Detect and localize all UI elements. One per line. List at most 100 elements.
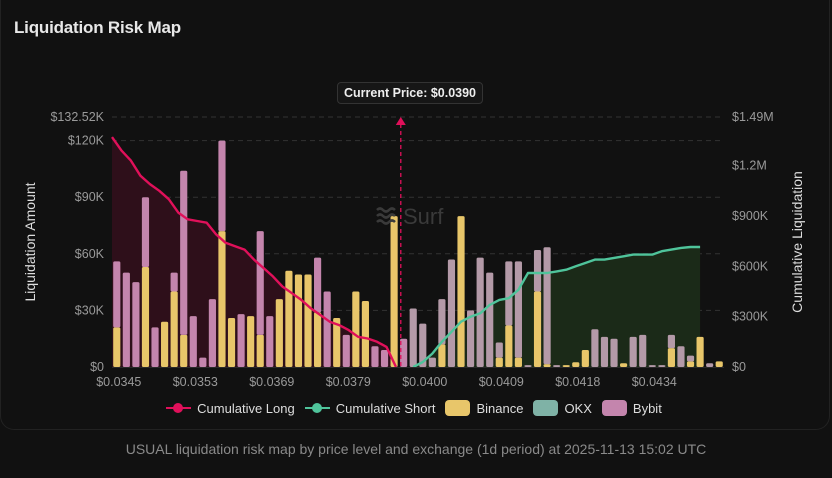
cumulative-area [413, 247, 701, 367]
bar-binance[interactable] [361, 300, 369, 367]
bar-bybit[interactable] [686, 355, 695, 362]
bar-bybit[interactable] [342, 334, 350, 367]
bars [113, 140, 723, 367]
bar-bybit[interactable] [189, 316, 197, 367]
bar-binance[interactable] [562, 365, 570, 367]
current-price-marker [395, 117, 406, 367]
bar-bybit[interactable] [266, 316, 274, 367]
bar-binance[interactable] [505, 325, 513, 367]
bar-bybit[interactable] [122, 272, 130, 367]
bar-binance[interactable] [275, 299, 283, 367]
legend: Cumulative Long Cumulative Short Binance OK… [0, 400, 832, 416]
bar-binance[interactable] [227, 317, 236, 367]
bar-binance[interactable] [247, 316, 255, 367]
bar-bybit[interactable] [706, 363, 714, 367]
bar-binance[interactable] [457, 216, 465, 367]
bar-bybit[interactable] [438, 299, 446, 345]
long-line-icon [166, 400, 192, 416]
bar-bybit[interactable] [170, 272, 178, 292]
bar-binance[interactable] [715, 361, 723, 367]
bar-bybit[interactable] [495, 342, 503, 358]
bar-binance[interactable] [620, 363, 628, 367]
x-tick-label: $0.0409 [479, 375, 524, 389]
legend-item-binance[interactable]: Binance [445, 400, 523, 416]
bar-binance[interactable] [696, 336, 704, 367]
bar-bybit[interactable] [428, 357, 436, 367]
bar-bybit[interactable] [180, 170, 188, 335]
bar-bybit[interactable] [658, 365, 666, 367]
bar-binance[interactable] [314, 312, 322, 367]
bar-binance[interactable] [294, 274, 303, 367]
bar-binance[interactable] [572, 362, 580, 367]
bar-bybit[interactable] [199, 357, 207, 367]
bar-binance[interactable] [495, 357, 503, 367]
bar-binance[interactable] [256, 334, 264, 367]
bar-bybit[interactable] [113, 261, 121, 328]
bar-binance[interactable] [141, 267, 150, 367]
bar-bybit[interactable] [218, 140, 226, 232]
bar-binance[interactable] [390, 216, 398, 367]
bar-binance[interactable] [514, 357, 522, 367]
bar-bybit[interactable] [237, 314, 245, 367]
watermark: Surf [376, 204, 444, 229]
bar-bybit[interactable] [467, 310, 475, 367]
bar-binance[interactable] [543, 364, 551, 367]
bar-bybit[interactable] [256, 231, 264, 335]
bar-binance[interactable] [686, 361, 695, 367]
x-tick-label: $0.0400 [402, 375, 447, 389]
legend-item-bybit[interactable]: Bybit [601, 400, 662, 416]
bar-bybit[interactable] [677, 346, 685, 367]
bar-binance[interactable] [581, 350, 589, 367]
bar-bybit[interactable] [667, 334, 675, 349]
legend-item-long[interactable]: Cumulative Long [166, 400, 295, 416]
bar-binance[interactable] [438, 344, 446, 367]
bar-bybit[interactable] [543, 247, 551, 365]
cumulative-line-cumulative-long [111, 136, 398, 368]
bar-bybit[interactable] [447, 259, 456, 367]
bar-binance[interactable] [113, 327, 121, 367]
arrow-up-icon [395, 117, 406, 125]
bar-bybit[interactable] [208, 299, 216, 367]
bar-bybit[interactable] [132, 282, 140, 367]
bar-bybit[interactable] [371, 346, 379, 367]
bar-binance[interactable] [285, 270, 293, 367]
bar-binance[interactable] [333, 317, 341, 367]
bar-bybit[interactable] [380, 350, 389, 367]
bar-binance[interactable] [533, 291, 542, 367]
bar-bybit[interactable] [600, 336, 609, 367]
bar-binance[interactable] [180, 334, 188, 367]
bar-bybit[interactable] [323, 291, 331, 367]
bar-bybit[interactable] [514, 261, 522, 358]
bar-binance[interactable] [352, 291, 360, 367]
y2-axis-title: Cumulative Liquidation [789, 171, 805, 313]
legend-label: Cumulative Short [335, 400, 436, 416]
bar-bybit[interactable] [610, 338, 618, 367]
bar-binance[interactable] [218, 231, 226, 367]
y-tick-label: $90K [75, 190, 105, 204]
bar-bybit[interactable] [553, 365, 561, 367]
bar-bybit[interactable] [591, 329, 599, 367]
bar-binance[interactable] [170, 291, 178, 367]
bar-binance[interactable] [304, 274, 312, 367]
bar-bybit[interactable] [648, 365, 656, 367]
bar-bybit[interactable] [524, 365, 532, 367]
x-tick-label: $0.0434 [632, 375, 677, 389]
legend-item-short[interactable]: Cumulative Short [304, 400, 436, 416]
okx-swatch-icon [533, 400, 559, 416]
bar-binance[interactable] [161, 321, 169, 367]
bar-bybit[interactable] [151, 327, 159, 367]
bar-binance[interactable] [667, 348, 675, 367]
bar-bybit[interactable] [629, 336, 637, 367]
bar-bybit[interactable] [400, 338, 408, 367]
bar-bybit[interactable] [141, 197, 150, 268]
bar-bybit[interactable] [533, 250, 542, 292]
x-tick-label: $0.0418 [555, 375, 600, 389]
bar-bybit[interactable] [505, 261, 513, 326]
bar-bybit[interactable] [409, 308, 417, 367]
legend-item-okx[interactable]: OKX [533, 400, 592, 416]
cumulative-fills [112, 137, 701, 367]
bar-bybit[interactable] [419, 323, 427, 367]
bar-bybit[interactable] [639, 334, 647, 367]
bar-bybit[interactable] [486, 272, 494, 367]
bar-bybit[interactable] [314, 257, 322, 313]
